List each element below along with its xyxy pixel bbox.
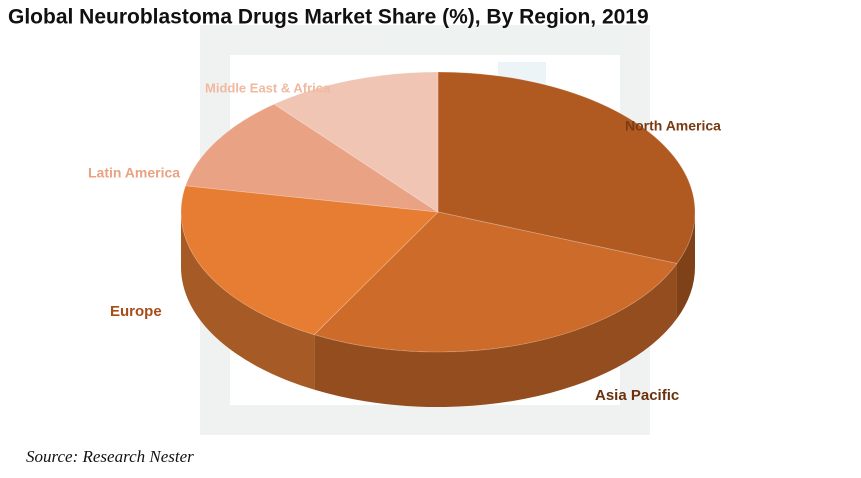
data-label: Latin America [88, 165, 180, 181]
chart-title: Global Neuroblastoma Drugs Market Share … [8, 6, 649, 29]
slice-side [676, 212, 695, 319]
slice-side [181, 212, 315, 390]
data-label: Middle East & Africa [205, 80, 331, 95]
slice [273, 71, 439, 213]
slice [437, 71, 696, 264]
slice-side [314, 263, 677, 407]
source: Source: Research Nester [26, 447, 194, 466]
slice [180, 185, 439, 336]
data-label: Europe [110, 303, 162, 320]
data-label: Asia Pacific [595, 387, 679, 404]
data-label: North America [625, 118, 721, 134]
slice [313, 211, 678, 353]
slice [185, 103, 439, 213]
